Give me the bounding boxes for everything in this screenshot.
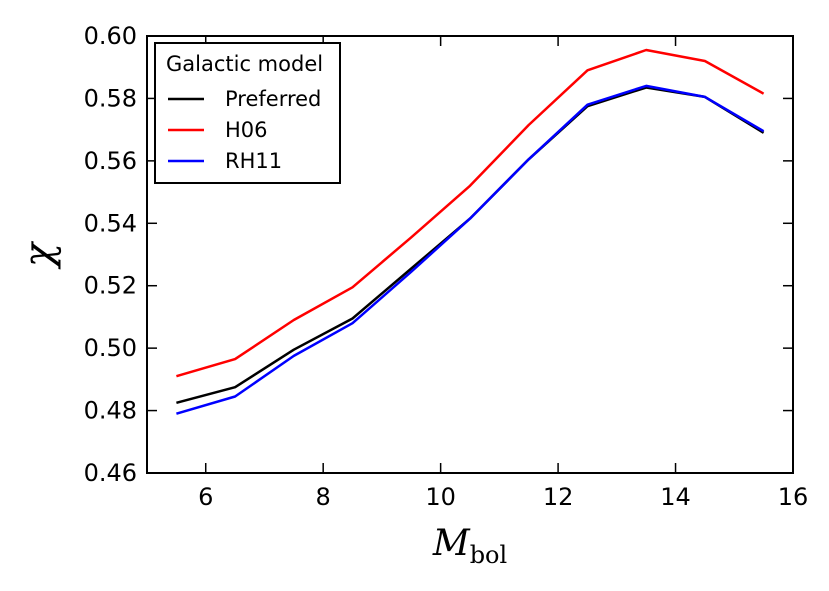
- y-tick-label: 0.56: [84, 147, 137, 175]
- x-axis-label-main: M: [432, 523, 471, 564]
- x-tick-label: 16: [778, 483, 809, 511]
- x-tick-label: 12: [543, 483, 574, 511]
- legend-label-h06: H06: [225, 118, 268, 142]
- x-tick-label: 14: [660, 483, 691, 511]
- legend-entries: Preferred H06 RH11: [168, 87, 321, 173]
- y-tick-label: 0.52: [84, 272, 137, 300]
- y-tick-label: 0.58: [84, 84, 137, 112]
- legend-label-rh11: RH11: [225, 149, 282, 173]
- plot-frame: [146, 35, 794, 474]
- legend-title: Galactic model: [166, 52, 323, 76]
- x-tick-label: 10: [425, 483, 456, 511]
- y-tick-label: 0.60: [84, 22, 137, 50]
- y-tick-label: 0.48: [84, 397, 137, 425]
- series-line-rh11: [176, 84, 765, 415]
- x-axis-label: Mbol: [432, 523, 507, 569]
- series-line-h06: [176, 48, 765, 378]
- legend: Galactic model Preferred H06 RH11: [154, 42, 341, 184]
- y-tick-label: 0.54: [84, 209, 137, 237]
- ticks-layer: 6 8 10 12 14 16 0.46 0.48 0.50 0.52 0.54 0.56 0.58 0.…: [84, 22, 809, 511]
- legend-label-preferred: Preferred: [225, 87, 321, 111]
- y-tick-label: 0.46: [84, 459, 137, 487]
- x-tick-label: 6: [198, 483, 213, 511]
- x-axis-label-subscript: bol: [470, 541, 508, 569]
- x-tick-label: 8: [316, 483, 331, 511]
- y-tick-label: 0.50: [84, 334, 137, 362]
- y-axis-label: χ: [16, 240, 62, 270]
- series-layer: [176, 48, 765, 415]
- legend-box: [154, 42, 341, 184]
